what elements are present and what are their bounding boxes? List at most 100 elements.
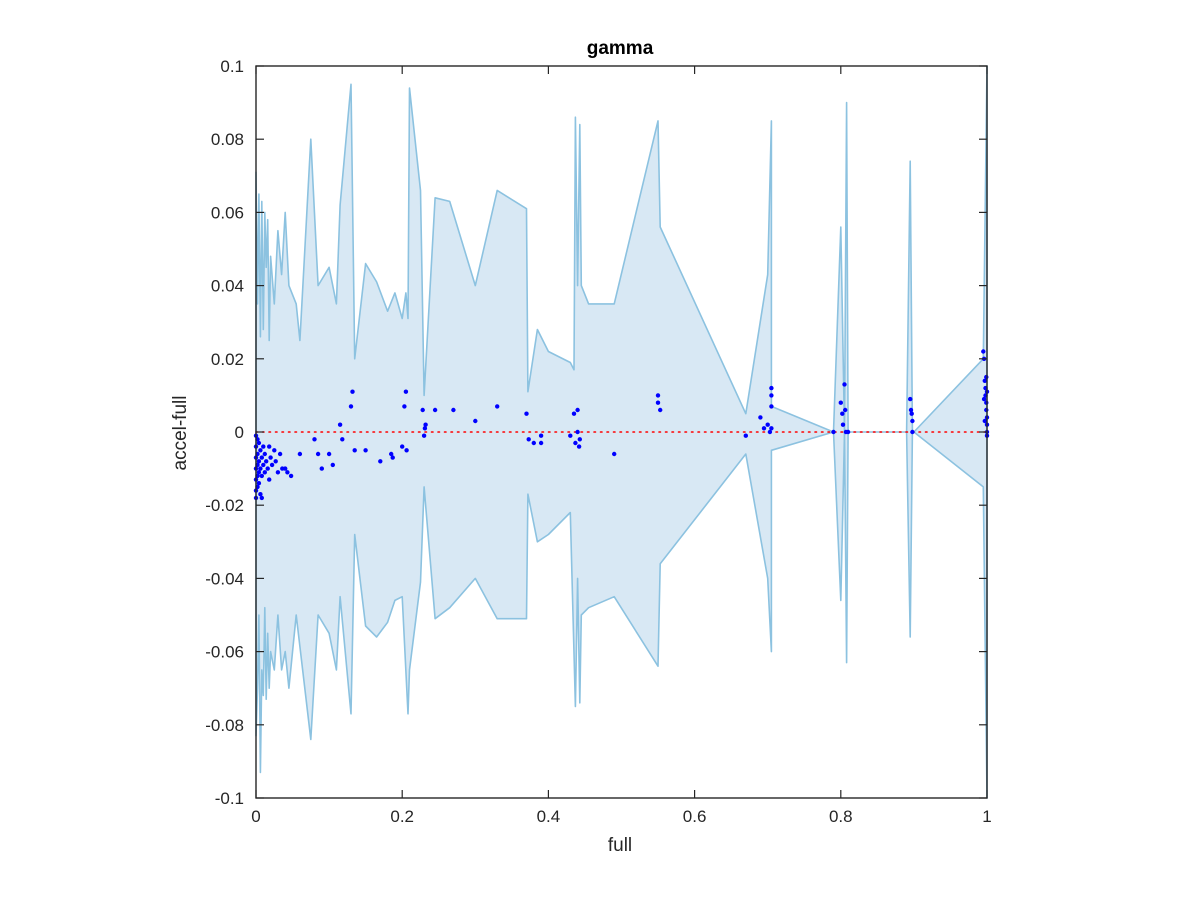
- data-point: [982, 378, 987, 383]
- data-point: [258, 448, 263, 453]
- data-point: [277, 451, 283, 457]
- x-tick-label: 0.6: [683, 807, 707, 826]
- data-point: [575, 429, 580, 435]
- data-point: [743, 433, 748, 438]
- y-tick-label: -0.02: [205, 496, 244, 515]
- data-point: [389, 451, 394, 457]
- x-tick-label: 0.2: [390, 807, 414, 826]
- data-point: [575, 407, 580, 413]
- data-point: [352, 448, 357, 453]
- data-point: [758, 415, 763, 420]
- data-point: [538, 440, 544, 446]
- x-tick-label: 0.4: [537, 807, 561, 826]
- data-point: [259, 455, 264, 460]
- data-point: [982, 418, 987, 424]
- data-point: [769, 404, 774, 409]
- y-tick-label: -0.1: [215, 789, 244, 808]
- data-point: [612, 451, 617, 457]
- data-point: [275, 470, 281, 475]
- data-point: [909, 411, 914, 416]
- x-tick-label: 1: [982, 807, 991, 826]
- data-point: [422, 426, 428, 431]
- data-point: [842, 382, 847, 387]
- data-point: [767, 429, 773, 435]
- data-point: [262, 470, 267, 475]
- data-point: [910, 418, 915, 424]
- axis-ticks: 0 0.2 0.4 0.6 0.8 1 -0.1 -0.08 -0.06 -0.04 -0.02 0 0…: [205, 57, 991, 826]
- data-point: [981, 396, 987, 402]
- data-point: [981, 349, 986, 354]
- data-point: [910, 429, 915, 435]
- data-point: [840, 422, 846, 427]
- data-point: [288, 473, 294, 479]
- data-point: [838, 400, 843, 405]
- data-point: [273, 459, 278, 464]
- data-point: [330, 462, 335, 468]
- data-point: [526, 437, 531, 442]
- data-point: [337, 422, 343, 427]
- data-point: [420, 407, 425, 413]
- data-point: [495, 404, 500, 409]
- y-tick-label: 0.06: [211, 203, 244, 222]
- data-point: [423, 422, 428, 427]
- y-tick-label: 0.02: [211, 350, 244, 369]
- data-point: [769, 393, 774, 398]
- data-point: [451, 407, 456, 413]
- data-point: [262, 451, 267, 457]
- data-point: [432, 407, 438, 413]
- data-point: [378, 459, 383, 464]
- data-point: [831, 429, 836, 435]
- y-tick-label: -0.08: [205, 716, 244, 735]
- data-point: [259, 495, 264, 501]
- data-point: [258, 466, 263, 471]
- data-point: [769, 426, 774, 431]
- data-point: [269, 462, 275, 468]
- data-point: [390, 455, 395, 460]
- data-point: [285, 470, 290, 475]
- data-point: [340, 437, 345, 442]
- y-tick-label: -0.06: [205, 643, 244, 662]
- data-point: [315, 451, 321, 457]
- x-tick-label: 0: [251, 807, 260, 826]
- x-axis-label: full: [608, 835, 632, 856]
- data-point: [538, 433, 544, 438]
- data-point: [658, 407, 663, 413]
- data-point: [402, 404, 407, 409]
- data-point: [326, 451, 332, 457]
- data-point: [265, 466, 270, 471]
- data-point: [259, 473, 264, 479]
- data-point: [908, 396, 913, 402]
- data-point: [655, 400, 661, 405]
- data-point: [573, 440, 578, 446]
- data-point: [571, 411, 577, 416]
- data-point: [272, 448, 277, 453]
- data-point: [845, 429, 851, 435]
- data-point: [400, 444, 405, 449]
- data-point: [348, 404, 354, 409]
- data-point: [403, 389, 409, 394]
- data-point: [256, 440, 262, 446]
- data-point: [765, 422, 770, 427]
- y-tick-label: 0.04: [211, 277, 244, 296]
- data-point: [268, 455, 273, 460]
- data-point: [908, 407, 914, 413]
- y-tick-label: -0.04: [205, 569, 244, 588]
- data-point: [421, 433, 427, 438]
- data-point: [264, 459, 269, 464]
- data-point: [261, 444, 266, 449]
- data-point: [568, 433, 573, 438]
- data-point: [576, 444, 582, 449]
- data-point: [655, 393, 661, 398]
- data-point: [761, 426, 767, 431]
- data-point: [256, 470, 262, 475]
- y-tick-label: 0: [235, 423, 244, 442]
- data-point: [577, 437, 582, 442]
- data-point: [267, 444, 272, 449]
- plot-area: [253, 65, 990, 799]
- x-tick-label: 0.8: [829, 807, 853, 826]
- data-point: [267, 477, 272, 482]
- data-point: [283, 466, 288, 471]
- data-point: [473, 418, 478, 424]
- data-point: [350, 389, 355, 394]
